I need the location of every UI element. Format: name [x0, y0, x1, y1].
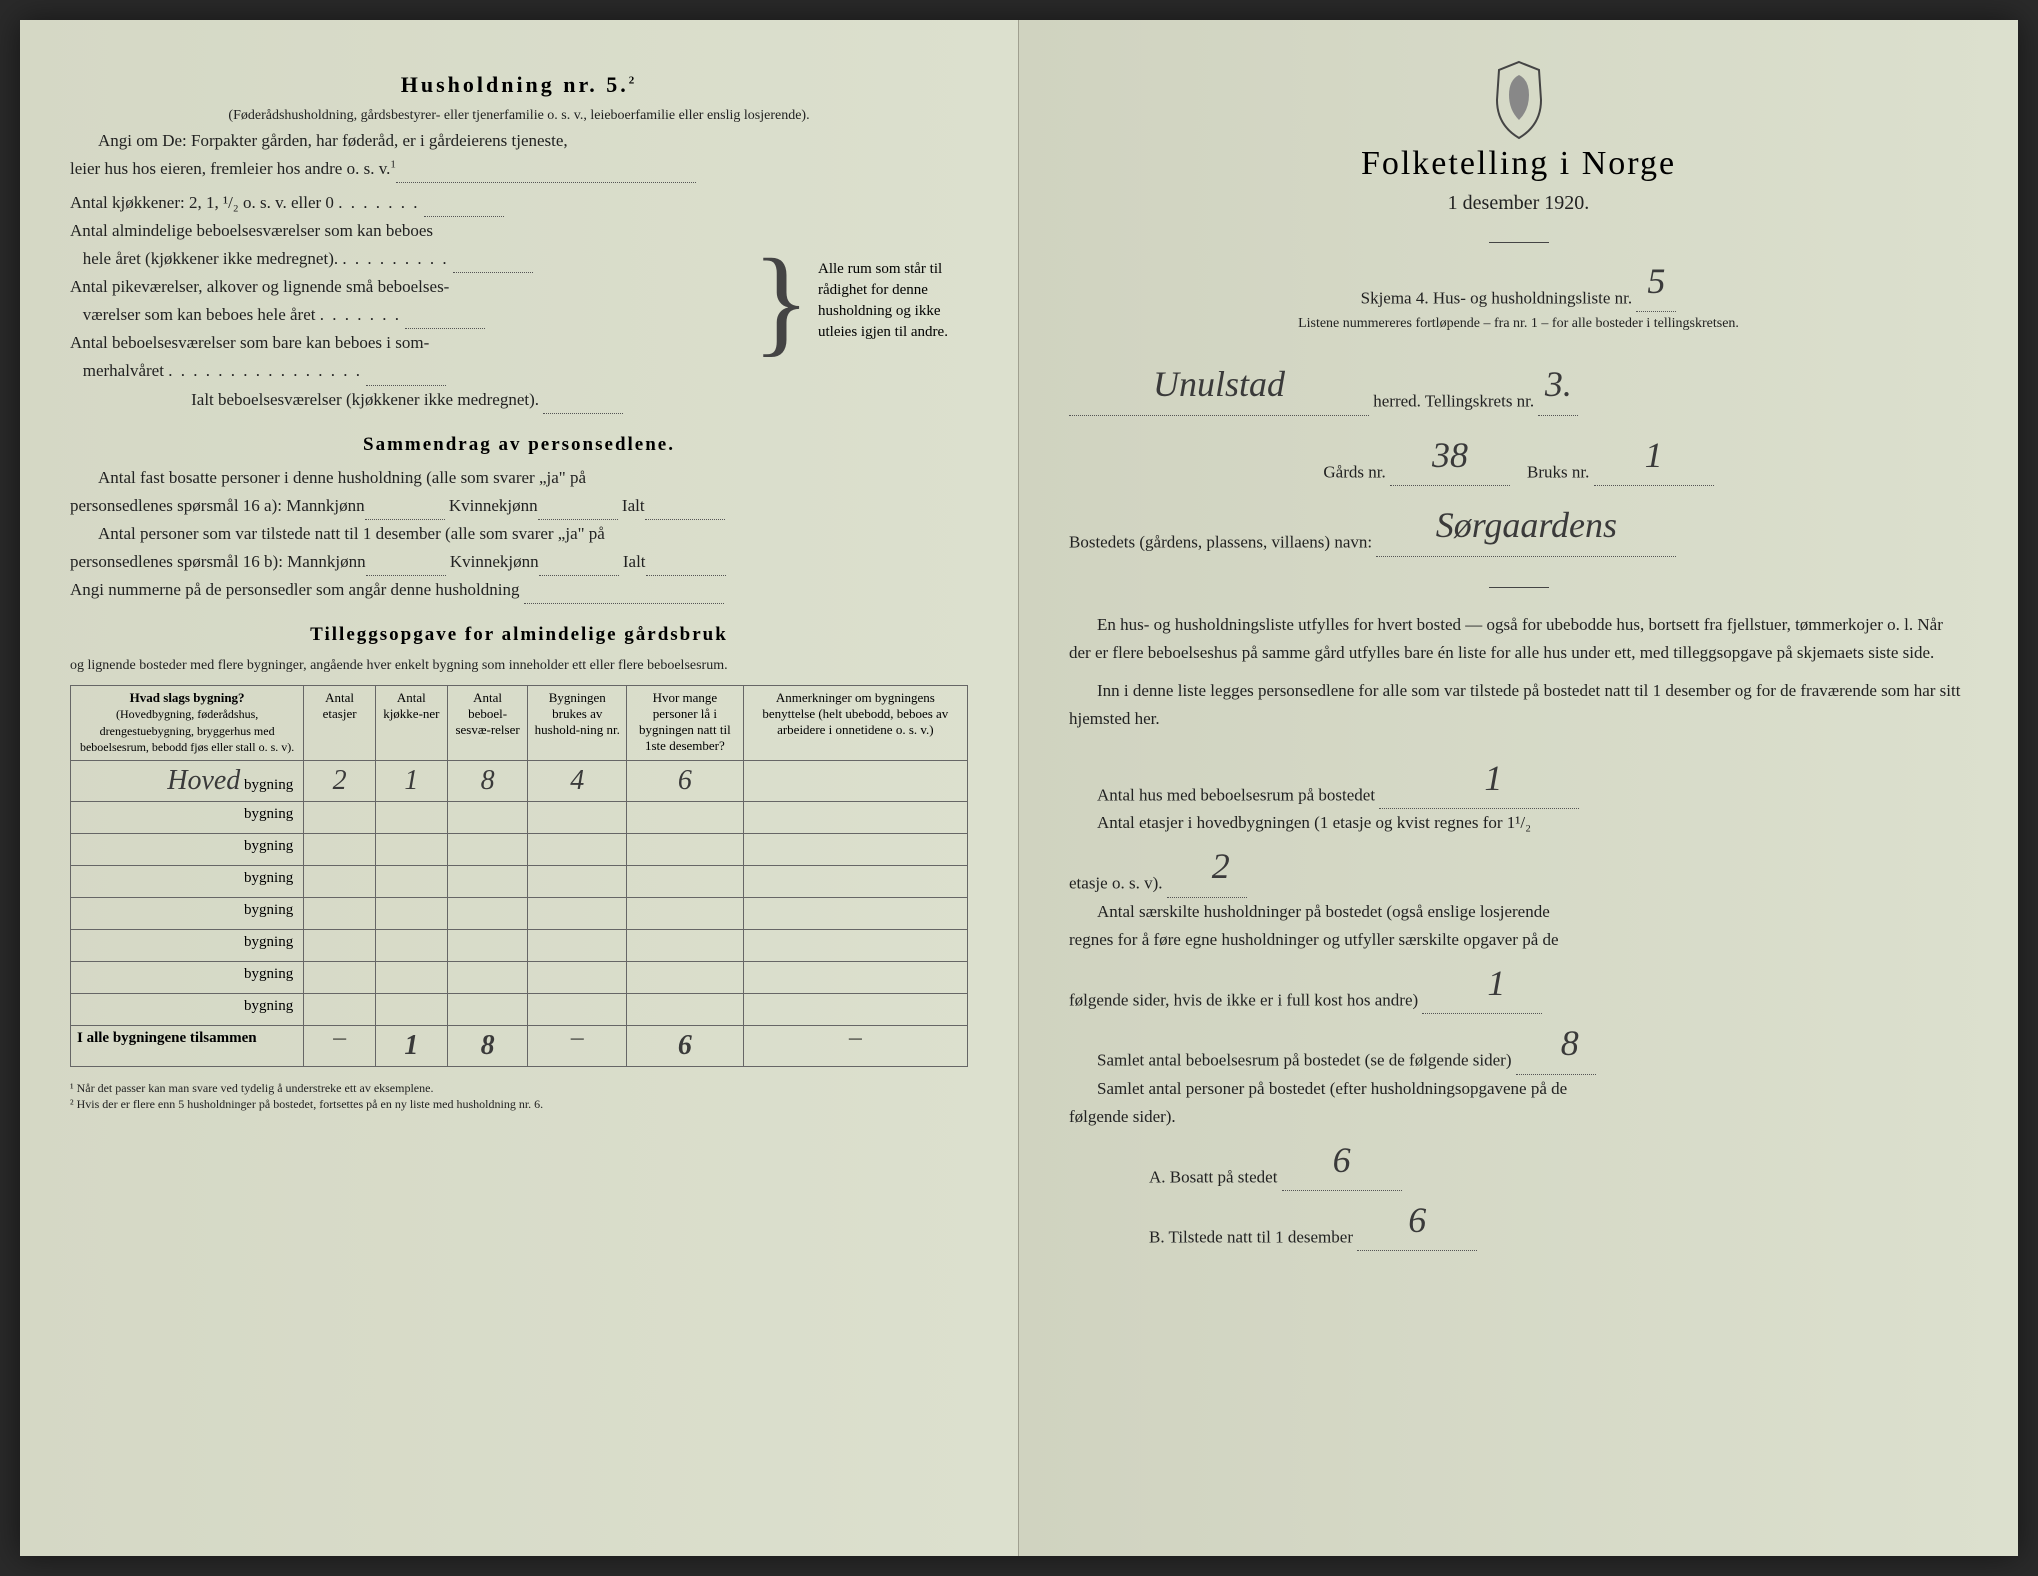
household-heading: Husholdning nr. 5.2	[70, 72, 968, 98]
table-row: Hoved bygning 2 1 8 4 6	[71, 761, 968, 802]
q4: Samlet antal beboelsesrum på bostedet (s…	[1069, 1014, 1968, 1074]
col-kjokken: Antal kjøkke-ner	[375, 685, 447, 760]
col-beboel: Antal beboel-sesvæ-relser	[447, 685, 528, 760]
table-row: bygning	[71, 866, 968, 898]
s2-p2: Antal personer som var tilstede natt til…	[70, 520, 968, 576]
right-page: Folketelling i Norge 1 desember 1920. Sk…	[1019, 20, 2018, 1556]
table-total-row: I alle bygningene tilsammen — 1 8 — 6 —	[71, 1026, 968, 1067]
household-subtitle: (Føderådshusholdning, gårdsbestyrer- ell…	[70, 104, 968, 127]
footnote-1: ¹ Når det passer kan man svare ved tydel…	[70, 1081, 968, 1097]
footnote-2: ² Hvis der er flere enn 5 husholdninger …	[70, 1097, 968, 1113]
instructions-1: En hus- og husholdningsliste utfylles fo…	[1069, 611, 1968, 667]
instructions-2: Inn i denne liste legges personsedlene f…	[1069, 677, 1968, 733]
section-tillegg: Tilleggsopgave for almindelige gårdsbruk	[70, 624, 968, 646]
table-header-row: Hvad slags bygning? (Hovedbygning, føder…	[71, 685, 968, 760]
table-row: bygning	[71, 834, 968, 866]
census-date: 1 desember 1920.	[1069, 187, 1968, 220]
table-row: bygning	[71, 802, 968, 834]
col-bygning: Hvad slags bygning? (Hovedbygning, føder…	[71, 685, 304, 760]
q5a: A. Bosatt på stedet 6	[1149, 1131, 1968, 1191]
col-personer: Hvor mange personer lå i bygningen natt …	[627, 685, 744, 760]
rooms1: Antal almindelige beboelsesværelser som …	[70, 217, 744, 273]
brace-icon: }	[752, 253, 810, 349]
s3-sub: og lignende bosteder med flere bygninger…	[70, 654, 968, 677]
census-title: Folketelling i Norge	[1069, 145, 1968, 183]
separator	[1069, 230, 1968, 248]
listene-note: Listene nummereres fortløpende – fra nr.…	[1069, 312, 1968, 335]
rooms-block: Antal kjøkkener: 2, 1, ¹/₂ o. s. v. elle…	[70, 189, 968, 413]
col-anmerk: Anmerkninger om bygningens benyttelse (h…	[743, 685, 967, 760]
q2: Antal etasjer i hovedbygningen (1 etasje…	[1069, 809, 1968, 897]
separator	[1069, 575, 1968, 593]
rooms2: Antal pikeværelser, alkover og lignende …	[70, 273, 744, 329]
buildings-table: Hvad slags bygning? (Hovedbygning, føder…	[70, 685, 968, 1067]
q5: Samlet antal personer på bostedet (efter…	[1069, 1075, 1968, 1131]
col-hushold: Bygningen brukes av hushold-ning nr.	[528, 685, 627, 760]
skjema-line: Skjema 4. Hus- og husholdningsliste nr. …	[1069, 252, 1968, 312]
q1: Antal hus med beboelsesrum på bostedet 1	[1069, 749, 1968, 809]
table-row: bygning	[71, 898, 968, 930]
table-row: bygning	[71, 994, 968, 1026]
left-page: Husholdning nr. 5.2 (Føderådshusholdning…	[20, 20, 1019, 1556]
para-angi: Angi om De: Forpakter gården, har føderå…	[70, 127, 968, 183]
s2-p3: Angi nummerne på de personsedler som ang…	[70, 576, 968, 604]
table-row: bygning	[71, 962, 968, 994]
table-row: bygning	[71, 930, 968, 962]
rooms-total: Ialt beboelsesværelser (kjøkkener ikke m…	[70, 386, 744, 414]
rooms3: Antal beboelsesværelser som bare kan beb…	[70, 329, 744, 385]
q3: Antal særskilte husholdninger på bostede…	[1069, 898, 1968, 1014]
footnotes: ¹ Når det passer kan man svare ved tydel…	[70, 1081, 968, 1112]
gards-line: Gårds nr. 38 Bruks nr. 1	[1069, 426, 1968, 486]
kitchens-line: Antal kjøkkener: 2, 1, ¹/₂ o. s. v. elle…	[70, 189, 744, 217]
herred-line: Unulstad herred. Tellingskrets nr. 3.	[1069, 355, 1968, 415]
brace-text: Alle rum som står til rådighet for denne…	[818, 259, 968, 343]
s2-p1: Antal fast bosatte personer i denne hush…	[70, 464, 968, 520]
document-spread: Husholdning nr. 5.2 (Føderådshusholdning…	[20, 20, 2018, 1556]
coat-of-arms-icon	[1069, 60, 1968, 145]
col-etasjer: Antal etasjer	[304, 685, 376, 760]
bosted-line: Bostedets (gårdens, plassens, villaens) …	[1069, 496, 1968, 556]
section-sammendrag: Sammendrag av personsedlene.	[70, 434, 968, 456]
q5b: B. Tilstede natt til 1 desember 6	[1149, 1191, 1968, 1251]
